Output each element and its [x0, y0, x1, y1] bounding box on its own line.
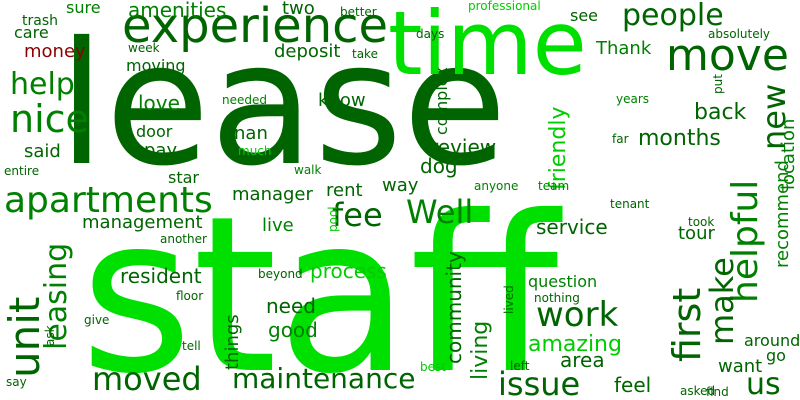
word-team: team [538, 179, 570, 193]
word-another: another [160, 232, 207, 246]
word-trash: trash [22, 13, 58, 29]
word-lived: lived [502, 285, 516, 314]
word-go: go [766, 346, 786, 365]
word-days: days [416, 27, 445, 41]
word-help: help [10, 67, 75, 102]
word-absolutely: absolutely [708, 27, 771, 41]
word-week: week [128, 41, 160, 55]
word-deposit: deposit [274, 41, 341, 62]
word-maintenance: maintenance [232, 362, 416, 395]
word-years: years [616, 92, 650, 106]
word-us: us [746, 367, 781, 400]
word-two: two [282, 0, 315, 19]
word-move: move [666, 30, 789, 81]
word-find: find [706, 385, 729, 399]
word-know: know [318, 90, 366, 111]
word-needed: needed [222, 93, 267, 107]
word-door: door [136, 122, 173, 141]
word-months: months [638, 126, 721, 151]
word-moved: moved [92, 360, 202, 398]
word-well: Well [406, 193, 474, 231]
word-staff: staff [80, 170, 559, 400]
word-said: said [24, 141, 61, 162]
word-fee: fee [332, 196, 383, 234]
word-entire: entire [4, 164, 40, 178]
word-work: work [536, 295, 619, 335]
word-lease: lease [58, 6, 508, 204]
word-feel: feel [614, 373, 652, 397]
word-far: far [612, 132, 629, 146]
word-best: best [420, 360, 446, 374]
word-way: way [382, 175, 419, 196]
word-left: left [510, 359, 530, 373]
word-complex: complex [432, 67, 451, 135]
word-care: care [14, 23, 49, 42]
word-nan: nan [234, 123, 268, 144]
word-took: took [688, 215, 715, 229]
word-management: management [82, 212, 203, 233]
word-experience: experience [122, 0, 389, 54]
word-question: question [528, 272, 598, 291]
word-need: need [266, 294, 316, 318]
word-ask: ask [43, 325, 57, 346]
word-tour: tour [678, 223, 715, 244]
word-want: want [718, 356, 763, 377]
word-amazing: amazing [528, 332, 622, 357]
word-say: say [6, 375, 27, 389]
word-rent: rent [326, 180, 363, 201]
word-community: community [442, 251, 466, 364]
word-manager: manager [232, 184, 313, 205]
word-better: better [340, 5, 377, 19]
word-review: review [430, 135, 497, 159]
word-area: area [560, 348, 605, 372]
word-back: back [694, 100, 747, 125]
word-friendly: friendly [546, 106, 571, 190]
word-money: money [24, 41, 86, 62]
word-thank: Thank [596, 38, 652, 59]
word-love: love [138, 91, 180, 115]
word-star: star [168, 168, 199, 187]
word-nothing: nothing [534, 291, 580, 305]
word-dog: dog [420, 154, 458, 178]
word-service: service [536, 215, 608, 239]
word-much: much [238, 144, 272, 158]
word-put: put [711, 74, 725, 94]
word-live: live [262, 215, 294, 236]
word-professional: professional [468, 0, 541, 13]
word-give: give [84, 313, 110, 327]
word-sure: sure [66, 0, 101, 17]
word-anyone: anyone [474, 179, 519, 193]
word-resident: resident [120, 264, 202, 288]
word-make: make [703, 257, 741, 345]
word-pay: pay [144, 140, 178, 161]
word-process: process [310, 259, 387, 283]
word-asked: asked [680, 384, 716, 398]
word-moving: moving [126, 56, 186, 75]
word-living: living [468, 320, 493, 380]
word-time: time [388, 0, 587, 95]
word-location: location [778, 118, 799, 190]
word-tenant: tenant [610, 197, 650, 211]
word-people: people [622, 0, 724, 33]
word-amenities: amenities [128, 0, 227, 22]
word-apartments: apartments [4, 180, 213, 221]
word-walk: walk [294, 163, 322, 177]
word-nice: nice [10, 97, 89, 141]
word-things: things [222, 314, 243, 370]
word-floor: floor [176, 289, 204, 303]
word-first: first [665, 287, 709, 362]
word-around: around [744, 331, 800, 350]
word-beyond: beyond [258, 267, 303, 281]
word-see: see [570, 6, 599, 25]
word-take: take [352, 47, 378, 61]
word-tell: tell [182, 339, 201, 353]
word-pool: pool [326, 206, 340, 232]
word-issue: issue [498, 365, 581, 400]
word-good: good [268, 318, 318, 342]
